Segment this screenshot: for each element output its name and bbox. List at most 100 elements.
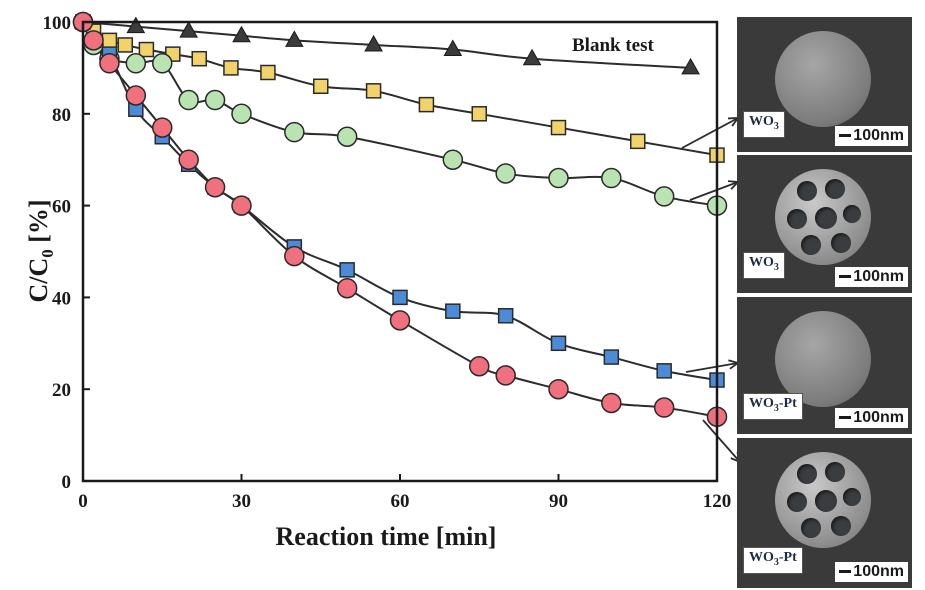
series-4-point <box>336 277 358 299</box>
series-4-point <box>83 30 104 51</box>
sem-particle-image <box>775 452 871 548</box>
sem-pore <box>815 207 837 229</box>
y-axis-title-unit: [%] <box>24 199 53 249</box>
series-4-point <box>204 176 226 198</box>
sem-sample-label-main: WO <box>749 114 774 130</box>
series-3-point <box>656 363 672 379</box>
sem-sample-label-main: WO <box>749 550 774 566</box>
series-4-point <box>231 195 252 216</box>
fit-curves <box>82 21 718 418</box>
sem-pore <box>797 464 817 484</box>
series-1-point <box>117 37 134 53</box>
sem-pore <box>825 179 845 199</box>
x-tick-label: 60 <box>391 491 410 512</box>
sem-particle-image <box>775 31 871 127</box>
y-tick-label: 0 <box>62 472 72 493</box>
series-2-point <box>284 121 305 143</box>
series-0-point <box>681 57 700 75</box>
series-0-point <box>522 48 542 66</box>
series-0-point <box>232 25 251 43</box>
axis-ticks: 0 30 60 90 120 0 20 40 60 80 100 <box>43 13 732 512</box>
series-1-point <box>365 83 382 99</box>
sem-panel-1: WO3 100nm <box>737 155 912 293</box>
sem-sample-label: WO3-Pt <box>743 393 803 420</box>
sem-panel-2: WO3-Pt 100nm <box>737 297 912 434</box>
series-2-point <box>231 103 252 125</box>
series-4-point <box>548 378 569 400</box>
sem-pore <box>815 490 837 512</box>
series-1-point <box>550 119 567 136</box>
y-axis-title-sub: 0 <box>38 249 57 258</box>
y-tick-label: 100 <box>43 13 72 34</box>
sem-particle-image <box>775 169 871 265</box>
y-axis-title: C/C0 [%] <box>24 199 57 302</box>
scale-bar: 100nm <box>835 267 908 287</box>
x-tick-label: 0 <box>78 491 88 512</box>
sem-pore <box>787 209 807 229</box>
series-3-point <box>392 289 408 306</box>
series-0-point <box>126 16 146 34</box>
series-2-point <box>653 186 675 207</box>
sem-pore <box>843 205 861 223</box>
series-4-point <box>284 245 305 267</box>
sem-pore <box>797 181 817 201</box>
sem-pore <box>831 516 851 536</box>
series-1-point <box>223 60 239 76</box>
x-axis-title: Reaction time [min] <box>276 522 497 551</box>
series-2-point <box>442 149 464 170</box>
x-tick-label: 90 <box>549 491 568 512</box>
series-4-point <box>152 117 173 138</box>
sem-sample-label: WO3-Pt <box>743 547 803 574</box>
series-1-point <box>313 78 329 95</box>
scale-bar: 100nm <box>835 126 908 146</box>
sem-sample-label-main: WO <box>749 396 774 412</box>
scale-bar-line <box>839 275 852 279</box>
sem-pore <box>831 233 851 253</box>
sem-pore <box>801 235 821 255</box>
series-3-point <box>339 262 355 278</box>
y-axis-title-main: C/C <box>24 258 53 303</box>
series-4-curve <box>82 21 718 418</box>
series-3-point <box>550 335 567 352</box>
sem-pore <box>843 488 861 506</box>
sem-pore <box>801 518 821 538</box>
scale-bar-text: 100nm <box>853 563 904 580</box>
series-2-point <box>125 53 147 74</box>
series-1-point <box>471 106 487 122</box>
sem-pore <box>787 492 807 512</box>
series-0-point <box>284 30 304 47</box>
y-tick-label: 20 <box>52 380 71 401</box>
y-tick-label: 80 <box>52 105 71 126</box>
arrow-3 <box>702 419 741 463</box>
series-1-point <box>101 32 118 49</box>
series-4-point <box>601 392 622 414</box>
sem-sample-label: WO3 <box>743 252 785 279</box>
series-2-point <box>495 163 516 184</box>
x-tick-label: 30 <box>232 491 251 512</box>
x-tick-label: 120 <box>703 491 732 512</box>
series-4-point <box>653 397 675 418</box>
arrow-2 <box>685 362 739 373</box>
series-2-point <box>204 89 226 111</box>
sem-sample-label-sub: 3 <box>773 262 779 273</box>
plot-frame <box>81 20 719 483</box>
series-4-point <box>125 85 147 106</box>
scale-bar: 100nm <box>835 562 908 582</box>
series-3-point <box>445 303 461 319</box>
sem-panel-3: WO3-Pt 100nm <box>737 438 912 588</box>
series-4-point <box>469 356 490 377</box>
scale-bar-line <box>839 134 852 138</box>
sem-sample-label-tail: -Pt <box>778 396 797 412</box>
series-3-point <box>603 349 620 365</box>
series-1-point <box>191 50 207 67</box>
scale-bar-text: 100nm <box>853 127 904 144</box>
series-1-point <box>630 133 646 150</box>
sem-sample-label-sub: 3 <box>773 121 779 132</box>
series-2-point <box>336 126 358 147</box>
scale-bar-line <box>839 416 852 420</box>
series-3-point <box>497 308 514 324</box>
series-2-point <box>548 167 569 189</box>
blank-test-label: Blank test <box>572 35 654 56</box>
series-0-point <box>364 34 383 52</box>
sem-sample-label-tail: -Pt <box>778 550 797 566</box>
